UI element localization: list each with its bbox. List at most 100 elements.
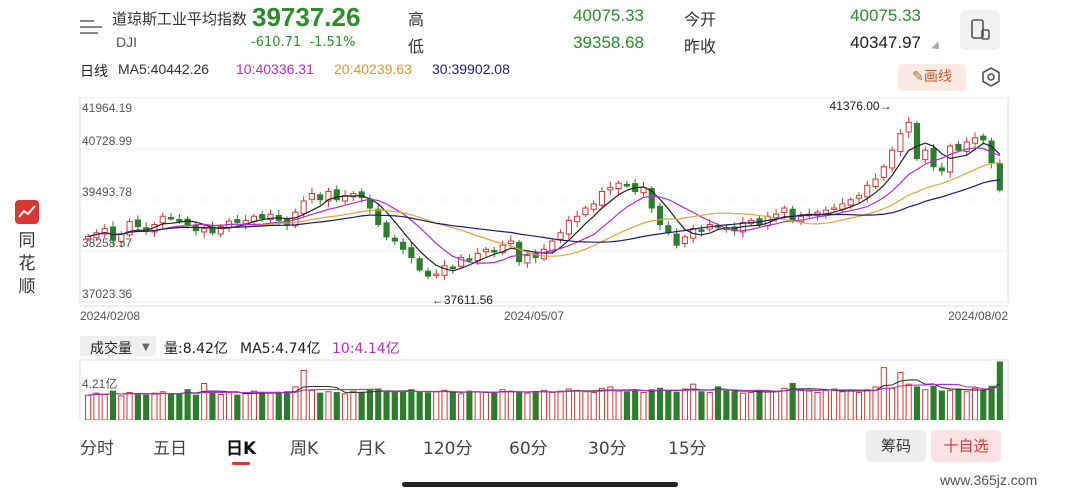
candle-body: [855, 195, 863, 199]
volume-bar: [698, 391, 705, 420]
active-tab-indicator: [232, 462, 250, 465]
volume-bar: [151, 392, 158, 420]
candle-body: [574, 215, 581, 223]
candle-body: [159, 215, 166, 224]
volume-bar: [167, 394, 175, 420]
volume-bar: [93, 392, 100, 420]
volume-bar: [623, 391, 630, 420]
candle-body: [317, 194, 324, 201]
volume-ma10: 10:4.14亿: [332, 341, 400, 357]
settings-icon[interactable]: [980, 66, 1002, 92]
volume-bar: [590, 391, 597, 420]
price-change: -610.71 -1.51%: [251, 35, 355, 50]
ma20-value: 20:40239.63: [334, 61, 412, 77]
volume-bar: [938, 390, 945, 420]
candle-body: [582, 207, 589, 216]
candle-body: [126, 221, 133, 236]
volume-bar: [366, 389, 374, 420]
candle-body: [913, 123, 921, 159]
low-value: 39358.68: [573, 33, 644, 52]
candle-body: [648, 188, 655, 209]
volume-bar: [673, 391, 680, 420]
volume-ma5: MA5:4.74亿: [240, 341, 321, 357]
volume-bar: [781, 387, 788, 420]
volume-bar: [109, 390, 117, 420]
tab-15min[interactable]: 15分: [668, 439, 707, 459]
dropdown-arrow-icon: ▼: [142, 342, 150, 353]
add-watchlist-button[interactable]: 十自选: [931, 430, 1001, 462]
candle-body: [598, 190, 606, 206]
watermark: www.365jz.com: [940, 472, 1038, 488]
volume-bar: [317, 392, 324, 420]
candle-body: [300, 200, 307, 214]
candle-body: [897, 133, 904, 152]
tab-30min[interactable]: 30分: [588, 439, 627, 459]
menu-icon[interactable]: [80, 20, 102, 34]
candle-body: [773, 213, 780, 218]
volume-bar: [134, 393, 141, 420]
volume-bar: [325, 391, 332, 420]
volume-bar: [789, 382, 796, 420]
volume-bar: [259, 393, 266, 420]
volume-bar: [681, 388, 688, 420]
candle-body: [424, 270, 432, 277]
candle-body: [217, 226, 224, 235]
candle-body: [176, 219, 183, 222]
volume-bar: [333, 391, 340, 420]
candle-body: [267, 213, 274, 221]
volume-bar: [308, 389, 315, 420]
orientation-button[interactable]: [960, 10, 1000, 50]
candle-body: [358, 191, 365, 199]
candle-body: [201, 228, 208, 233]
ma5-value: MA5:40442.26: [118, 61, 210, 77]
volume-bar: [574, 389, 581, 420]
volume-bar: [350, 390, 357, 420]
volume-bar: [872, 386, 879, 420]
candle-body: [408, 247, 415, 259]
tab-60min[interactable]: 60分: [509, 439, 548, 459]
volume-bar: [739, 392, 746, 420]
candle-body: [623, 183, 630, 187]
volume-bar: [557, 390, 564, 420]
volume-bar: [441, 389, 448, 420]
chips-button[interactable]: 筹码: [866, 430, 926, 462]
volume-bar: [201, 382, 208, 420]
candle-body: [101, 228, 108, 235]
tab-120min[interactable]: 120分: [423, 439, 473, 459]
candle-body: [449, 266, 456, 270]
volume-bar: [714, 386, 722, 420]
volume-bar: [408, 389, 415, 420]
volume-bar: [358, 391, 365, 420]
tab-daily-k[interactable]: 日K: [226, 439, 257, 459]
candle-body: [540, 248, 548, 260]
volume-bar: [482, 391, 490, 420]
candle-body: [590, 203, 597, 210]
indicator-selector[interactable]: [80, 336, 156, 356]
tab-intraday[interactable]: 分时: [80, 439, 114, 459]
volume-bar: [159, 391, 166, 420]
volume-bar: [192, 394, 199, 420]
candle-body: [350, 193, 357, 198]
brand-sidebar[interactable]: 同 花 顺: [14, 200, 40, 299]
x-tick-label: 2024/05/07: [504, 309, 564, 323]
volume-bar: [598, 387, 606, 420]
candle-body: [607, 186, 614, 191]
tab-weekly-k[interactable]: 周K: [290, 439, 319, 459]
volume-bar: [118, 395, 125, 420]
tab-5day[interactable]: 五日: [153, 439, 187, 459]
volume-bar: [549, 391, 556, 420]
volume-bar: [275, 392, 282, 420]
candle-body: [375, 208, 382, 226]
volume-bar: [283, 391, 291, 420]
volume-bar: [184, 389, 191, 420]
x-tick-label: 2024/02/08: [80, 309, 140, 323]
volume-bar: [814, 391, 821, 420]
candle-body: [391, 237, 398, 242]
stock-name: 道琼斯工业平均指数: [112, 10, 248, 28]
open-label: 今开: [684, 10, 717, 29]
volume-bar: [731, 391, 738, 420]
candlestick-chart[interactable]: 41964.1940728.9939493.7838258.5737023.36…: [0, 0, 1080, 420]
open-value: 40075.33: [850, 6, 921, 25]
tab-monthly-k[interactable]: 月K: [357, 439, 386, 459]
draw-line-button[interactable]: ✎画线: [898, 64, 966, 91]
